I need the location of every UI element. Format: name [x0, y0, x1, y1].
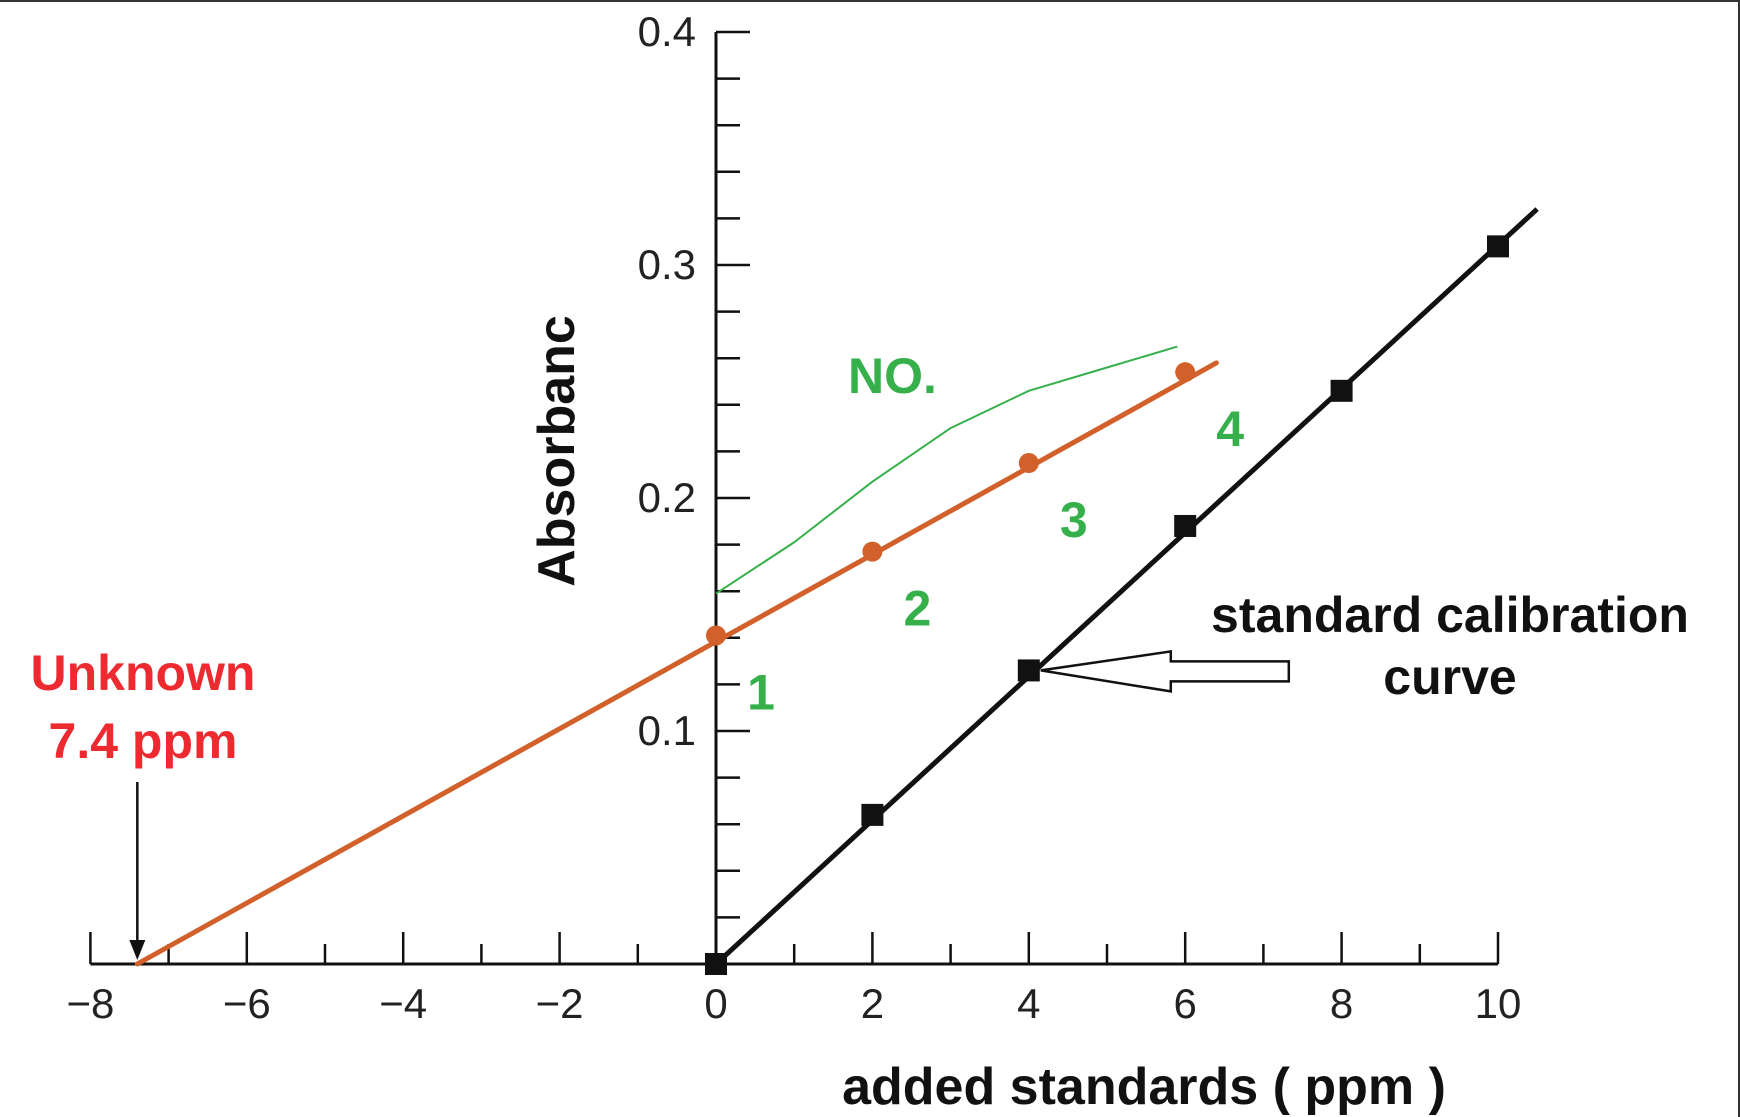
- calibration-label-line1: standard calibration: [1211, 587, 1689, 643]
- standard-point: [705, 953, 727, 975]
- addition-point: [1175, 362, 1196, 383]
- x-tick-label: −8: [66, 980, 114, 1027]
- x-tick-label: −2: [536, 980, 584, 1027]
- x-tick-label: 6: [1174, 980, 1197, 1027]
- addition-point-label: 3: [1060, 492, 1088, 548]
- frame-top-edge: [0, 0, 1740, 2]
- unknown-label-line2: 7.4 ppm: [49, 713, 238, 769]
- unknown-label-line1: Unknown: [31, 645, 256, 701]
- y-tick-label: 0.3: [638, 241, 696, 288]
- unknown-arrow-head: [129, 940, 146, 960]
- standard-series-line: [714, 207, 1539, 966]
- x-tick-label: 10: [1475, 980, 1522, 1027]
- labels-layer: added standards ( ppm ) Absorbanc Unknow…: [31, 8, 1689, 1116]
- x-tick-label: −4: [379, 980, 427, 1027]
- standard-point: [1174, 514, 1197, 537]
- frame-right-edge: [1738, 0, 1740, 1117]
- axes: [89, 30, 1500, 966]
- addition-point: [862, 541, 883, 562]
- standard-point: [1487, 235, 1509, 258]
- calibration-label-line2: curve: [1383, 649, 1516, 705]
- addition-point-label: 2: [903, 581, 931, 637]
- y-tick-label: 0.2: [638, 474, 696, 521]
- x-tick-label: 2: [861, 980, 884, 1027]
- y-tick-label: 0.1: [638, 707, 696, 754]
- addition-point: [1018, 453, 1039, 474]
- addition-point-label: 4: [1216, 401, 1244, 457]
- standard-point: [861, 803, 884, 826]
- x-tick-label: 8: [1330, 980, 1353, 1027]
- series-layer: [129, 207, 1539, 975]
- x-tick-label: −6: [223, 980, 271, 1027]
- y-tick-label: 0.4: [638, 8, 696, 55]
- standard-point: [1017, 659, 1040, 682]
- addition-point: [706, 625, 726, 646]
- addition-point-label: 1: [747, 664, 775, 720]
- x-tick-label: 4: [1017, 980, 1040, 1027]
- calibration-callout-arrow: [1040, 649, 1291, 693]
- x-axis-title: added standards ( ppm ): [842, 1058, 1446, 1116]
- addition-series-line: [134, 360, 1219, 967]
- x-tick-label: 0: [704, 980, 727, 1027]
- no-curve-label: NO.: [848, 348, 937, 404]
- standard-point: [1330, 379, 1353, 402]
- y-axis-title: Absorbanc: [528, 315, 586, 587]
- no-curve: [715, 345, 1178, 595]
